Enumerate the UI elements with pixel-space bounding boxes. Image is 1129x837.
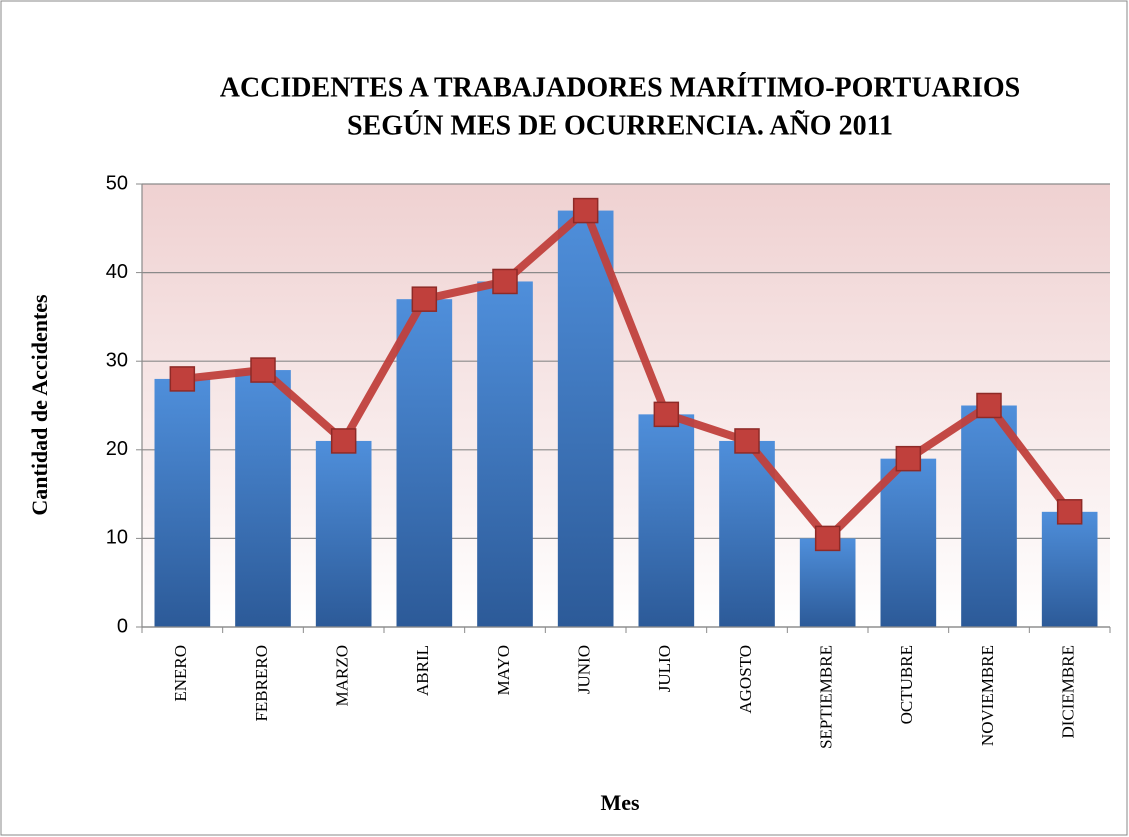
bar (315, 440, 372, 627)
x-tick-label: JUNIO (575, 645, 594, 694)
line-marker (1056, 499, 1083, 525)
x-tick-label: ENERO (171, 645, 190, 702)
line-marker (895, 445, 922, 472)
line-marker (169, 366, 196, 392)
line-marker (734, 428, 760, 454)
bar (154, 378, 211, 627)
x-tick-label: FEBRERO (252, 645, 271, 722)
bar (799, 538, 856, 627)
y-tick-label: 30 (106, 349, 128, 371)
y-tick-label: 40 (106, 261, 128, 283)
bar (557, 210, 614, 627)
bar (638, 414, 695, 627)
line-marker (814, 525, 841, 552)
line-marker (250, 357, 276, 383)
line-marker (653, 401, 680, 428)
y-tick-label: 0 (117, 615, 128, 637)
chart-title: ACCIDENTES A TRABAJADORES MARÍTIMO-PORTU… (220, 72, 1021, 103)
bar (961, 405, 1017, 627)
line-marker (411, 286, 438, 312)
x-tick-label: NOVIEMBRE (978, 645, 997, 746)
x-tick-label: ABRIL (413, 645, 432, 696)
line-marker (330, 428, 357, 454)
line-marker (572, 197, 599, 224)
line (181, 206, 1073, 543)
y-axis-label: Cantidad de Accidentes (27, 294, 52, 516)
bar (477, 281, 533, 627)
x-tick-label: OCTUBRE (897, 645, 916, 724)
line-marker (976, 392, 1002, 419)
bar (719, 440, 775, 627)
y-tick-label: 20 (106, 438, 128, 460)
x-tick-label: MAYO (494, 645, 513, 695)
x-tick-label: AGOSTO (736, 645, 755, 714)
bar (880, 458, 937, 627)
y-tick-label: 50 (106, 172, 128, 194)
y-tick-label: 10 (106, 527, 128, 549)
bar (396, 299, 453, 627)
x-tick-label: JULIO (655, 645, 674, 692)
bar (235, 370, 291, 627)
x-tick-label: SEPTIEMBRE (817, 645, 836, 749)
bar (1041, 511, 1098, 627)
line-marker (492, 268, 518, 295)
chart-title: SEGÚN MES DE OCURRENCIA. AÑO 2011 (347, 110, 893, 141)
x-tick-label: DICIEMBRE (1059, 645, 1078, 739)
x-tick-label: MARZO (333, 645, 352, 706)
x-axis-label: Mes (600, 790, 640, 815)
